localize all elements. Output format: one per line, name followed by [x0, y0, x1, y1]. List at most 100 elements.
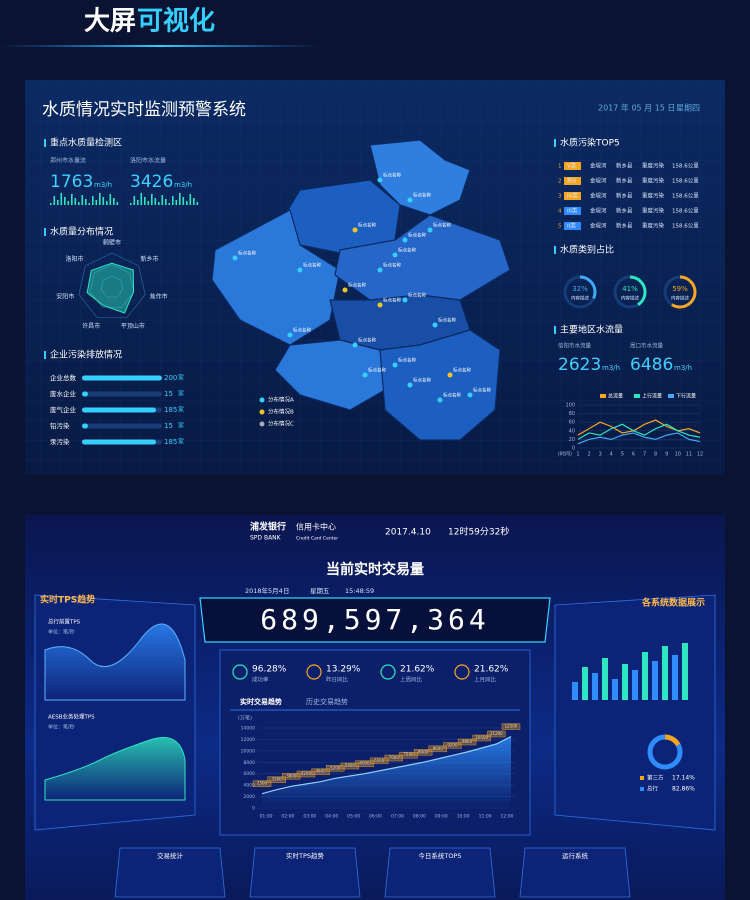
section-title: 企业污染排放情况 — [50, 349, 122, 361]
map-pin — [377, 267, 383, 273]
map-pin — [407, 382, 413, 388]
date: 2017 年 05 月 15 日 — [598, 103, 675, 113]
table-cell: 1 — [558, 164, 562, 170]
bar — [82, 439, 156, 445]
section-title: 当前实时交易量 — [326, 561, 424, 578]
label: 铅污染 — [50, 421, 70, 430]
label: 企业总数 — [50, 373, 77, 382]
series-line — [577, 432, 701, 445]
x-tick-label: 12 — [697, 452, 703, 458]
radar-label: 鹤壁市 — [103, 239, 121, 247]
spark-deco — [95, 200, 98, 205]
radar-label: 许昌市 — [82, 322, 100, 330]
pin-label: 标点名称 — [408, 232, 426, 239]
y-tick-label: 40 — [569, 428, 575, 434]
pin-label: 标点名称 — [238, 250, 256, 257]
spark-deco — [67, 201, 70, 205]
x-tick-label: 09:00 — [435, 814, 448, 820]
spark-deco — [50, 203, 52, 205]
spark-deco — [133, 196, 136, 205]
data-label: 7500 — [403, 752, 414, 757]
pin-label: 标点名称 — [398, 247, 416, 254]
spark-deco — [85, 199, 87, 205]
map-pin — [352, 227, 358, 233]
table-cell: 新乡县 — [616, 162, 633, 170]
value-tag — [472, 734, 491, 742]
table-cell: 金堤河 — [590, 162, 607, 170]
bar — [82, 391, 88, 397]
legend-value: 17.14% — [672, 775, 695, 782]
map-pin — [432, 322, 438, 328]
value-tag — [443, 742, 462, 749]
donut-value: 41% — [622, 285, 638, 293]
axis-label: (时间) — [558, 451, 572, 458]
section-title: 重点水质量检测区 — [50, 137, 122, 149]
spark-deco — [151, 194, 153, 205]
pin-label: 标点名称 — [413, 192, 431, 199]
legend-label: 上行流量 — [642, 393, 662, 400]
bar — [632, 670, 638, 700]
table-cell: III类 — [567, 207, 578, 215]
bar-value: 185 — [164, 406, 177, 414]
data-label: 6500 — [374, 758, 385, 763]
radar-label: 焦作市 — [150, 292, 168, 300]
pin-label: 标点名称 — [413, 377, 431, 384]
section-mark — [554, 246, 556, 254]
label: 单位：笔/秒 — [48, 629, 75, 636]
label: 13.29% — [326, 665, 361, 675]
pin-label: 标点名称 — [398, 357, 416, 364]
table-cell: 158.6公里 — [672, 223, 699, 230]
spark-deco — [144, 197, 146, 205]
legend-value: 82.86% — [672, 786, 695, 793]
spark-deco — [196, 202, 199, 205]
card-title: 实时TPS趋势 — [40, 594, 95, 606]
bar-value: 200 — [164, 374, 177, 382]
bar-track — [82, 391, 162, 397]
table-cell: 新乡县 — [616, 192, 633, 200]
section-mark — [44, 139, 46, 147]
spark-deco — [154, 198, 157, 205]
legend-pin — [259, 409, 265, 415]
data-label: 11200 — [490, 731, 503, 736]
bar — [82, 375, 162, 381]
map-pin — [362, 372, 368, 378]
bar — [682, 643, 688, 700]
tab: 实时交易趋势 — [240, 697, 282, 706]
data-label: 4600 — [315, 769, 326, 774]
label: 总行前置TPS — [48, 618, 81, 626]
data-label: 9800 — [462, 739, 473, 744]
bar — [662, 646, 668, 700]
map-pin — [392, 252, 398, 258]
bar — [672, 655, 678, 700]
radar-grid — [78, 252, 146, 318]
table-cell: 金堤河 — [590, 207, 607, 215]
label: SPD BANK — [250, 535, 282, 542]
legend-pin — [259, 397, 265, 403]
stat-icon — [306, 664, 322, 680]
spark-deco — [161, 195, 164, 205]
x-tick-label: 8 — [654, 452, 657, 458]
tile — [249, 847, 361, 898]
spark-deco — [109, 194, 112, 205]
axis-label: (万笔) — [238, 715, 252, 722]
x-tick-label: 7 — [643, 452, 646, 458]
section-title: 水质污染TOP5 — [560, 137, 620, 149]
bar — [82, 423, 88, 429]
spark-deco — [74, 198, 77, 205]
tag — [564, 222, 581, 230]
dashboard-title: 水质情况实时监测预警系统 — [42, 100, 246, 120]
spark-deco — [179, 193, 181, 205]
header-line — [0, 45, 320, 47]
value-tag — [428, 745, 447, 753]
section-mark — [554, 139, 556, 147]
spark-deco — [53, 196, 56, 205]
map-pin — [407, 197, 413, 203]
pin-label: 标点名称 — [303, 262, 321, 269]
table-cell: 158.6公里 — [672, 208, 699, 215]
spark-deco — [60, 193, 63, 205]
data-label: 3800 — [286, 773, 297, 778]
value-tag — [487, 730, 506, 738]
stat-value: 2623 — [558, 355, 601, 375]
label: 浦发银行 — [250, 521, 286, 533]
table-cell: 新乡县 — [616, 207, 633, 215]
